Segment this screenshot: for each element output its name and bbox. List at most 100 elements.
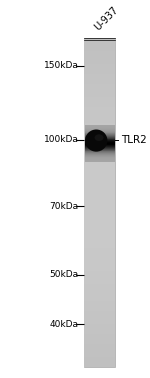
Bar <box>84 255 115 259</box>
Ellipse shape <box>94 134 103 141</box>
Bar <box>85 140 115 141</box>
Ellipse shape <box>85 130 107 152</box>
Bar <box>84 229 115 232</box>
Bar <box>84 38 115 367</box>
Bar <box>85 152 115 153</box>
Bar <box>84 156 115 160</box>
Bar <box>84 81 115 84</box>
Bar <box>84 317 115 321</box>
Bar <box>85 144 115 146</box>
Bar <box>84 113 115 117</box>
Bar <box>85 158 115 159</box>
Bar <box>84 215 115 219</box>
Bar <box>84 291 115 294</box>
Text: 70kDa: 70kDa <box>50 202 79 211</box>
Bar <box>84 344 115 347</box>
Bar <box>84 136 115 140</box>
Bar <box>85 138 115 139</box>
Bar <box>84 218 115 222</box>
Bar <box>84 330 115 334</box>
Bar <box>85 134 115 135</box>
Bar <box>84 166 115 170</box>
Bar <box>85 139 115 140</box>
Bar <box>84 61 115 65</box>
Bar <box>84 202 115 206</box>
Bar <box>85 150 115 151</box>
Bar <box>84 350 115 354</box>
Bar <box>84 360 115 364</box>
Bar <box>84 130 115 133</box>
Bar <box>85 142 115 143</box>
Bar <box>84 183 115 186</box>
Bar <box>84 77 115 81</box>
Bar <box>84 327 115 331</box>
Bar <box>84 94 115 98</box>
Bar <box>85 130 115 131</box>
Bar <box>85 136 115 137</box>
Bar <box>84 57 115 61</box>
Bar <box>84 45 115 48</box>
Bar <box>85 131 115 132</box>
Bar <box>84 71 115 74</box>
Bar <box>84 64 115 68</box>
Bar <box>84 281 115 285</box>
Bar <box>84 163 115 166</box>
Bar <box>84 353 115 357</box>
Bar <box>84 54 115 58</box>
Bar <box>85 125 115 127</box>
Bar <box>85 129 115 130</box>
Bar <box>84 262 115 265</box>
Bar <box>85 153 115 154</box>
Bar <box>84 68 115 71</box>
Bar <box>85 160 115 161</box>
Bar <box>85 133 115 134</box>
Bar <box>84 324 115 327</box>
Bar <box>84 311 115 314</box>
Bar <box>85 152 115 153</box>
Bar <box>84 179 115 183</box>
Bar <box>85 132 115 133</box>
Bar <box>84 169 115 173</box>
Bar <box>84 120 115 124</box>
Bar <box>84 225 115 229</box>
Bar <box>84 133 115 137</box>
Bar <box>85 146 115 147</box>
Bar <box>85 157 115 158</box>
Bar <box>84 189 115 193</box>
Bar <box>85 143 115 144</box>
Bar <box>84 314 115 318</box>
Bar <box>84 107 115 111</box>
Bar <box>84 127 115 130</box>
Bar <box>84 186 115 189</box>
Bar <box>84 150 115 153</box>
Bar <box>84 251 115 255</box>
Bar <box>84 271 115 275</box>
Bar <box>85 154 115 155</box>
Bar <box>84 209 115 212</box>
Bar <box>85 148 115 149</box>
Bar <box>84 212 115 216</box>
Bar <box>84 48 115 51</box>
Bar <box>85 149 115 150</box>
Bar <box>85 143 115 144</box>
Bar <box>85 148 115 149</box>
Text: 100kDa: 100kDa <box>44 135 79 144</box>
Bar <box>84 242 115 245</box>
Bar <box>84 284 115 288</box>
Bar <box>85 150 115 151</box>
Bar <box>84 334 115 337</box>
Bar <box>85 161 115 162</box>
Bar <box>85 160 115 161</box>
Bar <box>84 301 115 305</box>
Bar <box>85 159 115 160</box>
Text: 40kDa: 40kDa <box>50 320 79 329</box>
Bar <box>85 137 115 138</box>
Bar <box>84 173 115 176</box>
Bar <box>85 140 115 141</box>
Bar <box>84 90 115 94</box>
Bar <box>84 41 115 45</box>
Bar <box>84 307 115 311</box>
Bar <box>85 135 115 136</box>
Bar <box>84 104 115 107</box>
Bar <box>84 297 115 301</box>
